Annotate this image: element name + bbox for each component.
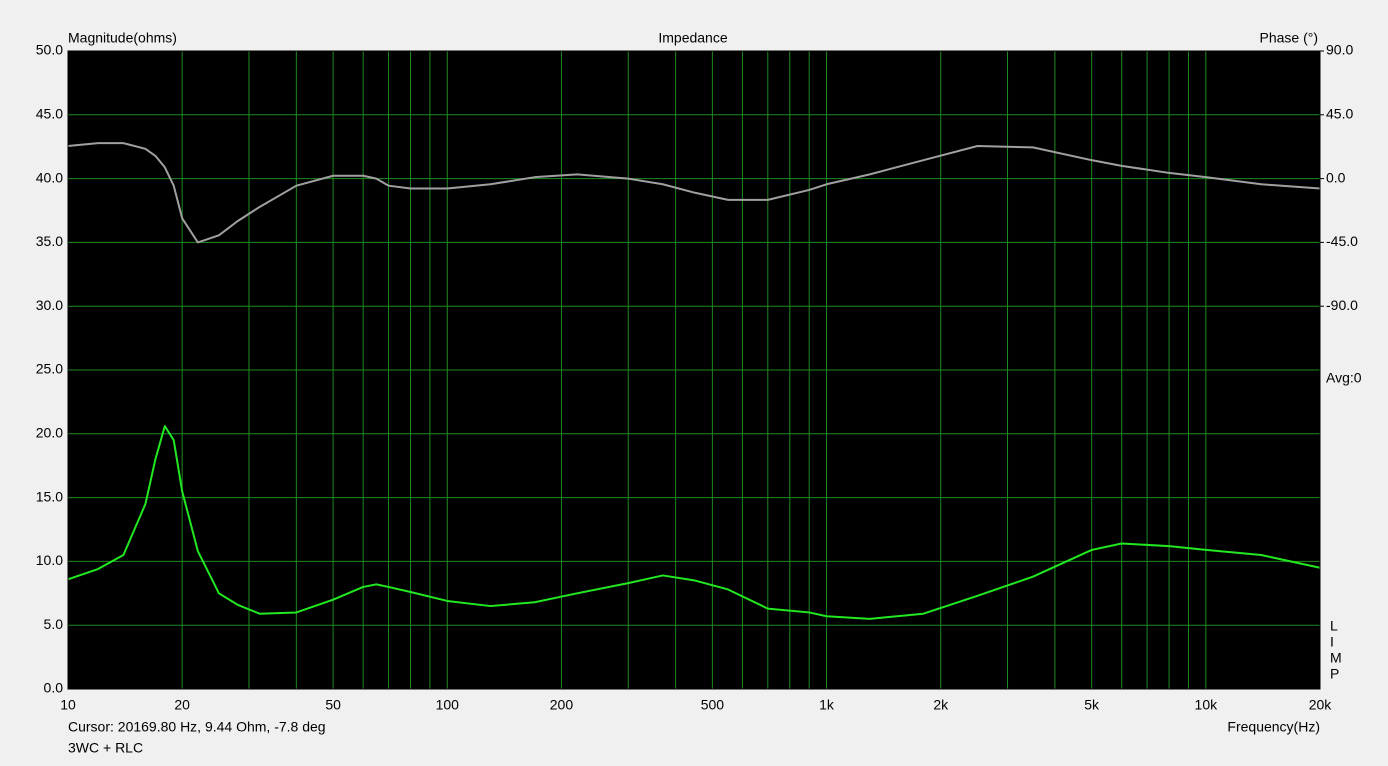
x-axis-label: Frequency(Hz) <box>1227 719 1320 735</box>
cursor-readout: Cursor: 20169.80 Hz, 9.44 Ohm, -7.8 deg <box>68 719 326 735</box>
y-tick-label: 20.0 <box>36 425 63 441</box>
y2-axis-label: Phase (°) <box>1259 30 1318 46</box>
y2-tick-label: -45.0 <box>1326 233 1358 249</box>
x-tick-label: 500 <box>701 697 725 713</box>
plot-border <box>67 50 1321 690</box>
series-line <box>67 425 1321 620</box>
y-tick-label: 40.0 <box>36 169 63 185</box>
x-tick-label: 10 <box>60 697 76 713</box>
y-tick-label: 50.0 <box>36 42 63 58</box>
x-tick-label: 100 <box>436 697 460 713</box>
side-letter: I <box>1330 634 1334 650</box>
y-tick-label: 0.0 <box>44 680 64 696</box>
side-letter: P <box>1330 666 1339 682</box>
y2-tick-label: 0.0 <box>1326 169 1346 185</box>
y2-tick-label: -90.0 <box>1326 297 1358 313</box>
y-tick-label: 45.0 <box>36 106 63 122</box>
y-axis-label: Magnitude(ohms) <box>68 30 177 46</box>
x-tick-label: 20k <box>1309 697 1333 713</box>
x-tick-label: 10k <box>1195 697 1219 713</box>
y-tick-label: 25.0 <box>36 361 63 377</box>
x-tick-label: 50 <box>325 697 341 713</box>
annotation: Avg:0 <box>1326 370 1362 386</box>
y-tick-label: 5.0 <box>44 616 64 632</box>
series-line <box>67 142 1321 244</box>
y-tick-label: 15.0 <box>36 488 63 504</box>
side-letter: M <box>1330 650 1342 666</box>
y-tick-label: 10.0 <box>36 552 63 568</box>
x-tick-label: 20 <box>174 697 190 713</box>
legend-text: 3WC + RLC <box>68 740 143 756</box>
x-tick-label: 5k <box>1084 697 1100 713</box>
chart-title: Impedance <box>658 30 727 46</box>
x-tick-label: 2k <box>933 697 949 713</box>
y2-tick-label: 90.0 <box>1326 42 1353 58</box>
y2-tick-label: 45.0 <box>1326 106 1353 122</box>
x-tick-label: 1k <box>819 697 835 713</box>
x-tick-label: 200 <box>550 697 574 713</box>
side-letter: L <box>1330 618 1338 634</box>
y-tick-label: 30.0 <box>36 297 63 313</box>
y-tick-label: 35.0 <box>36 233 63 249</box>
